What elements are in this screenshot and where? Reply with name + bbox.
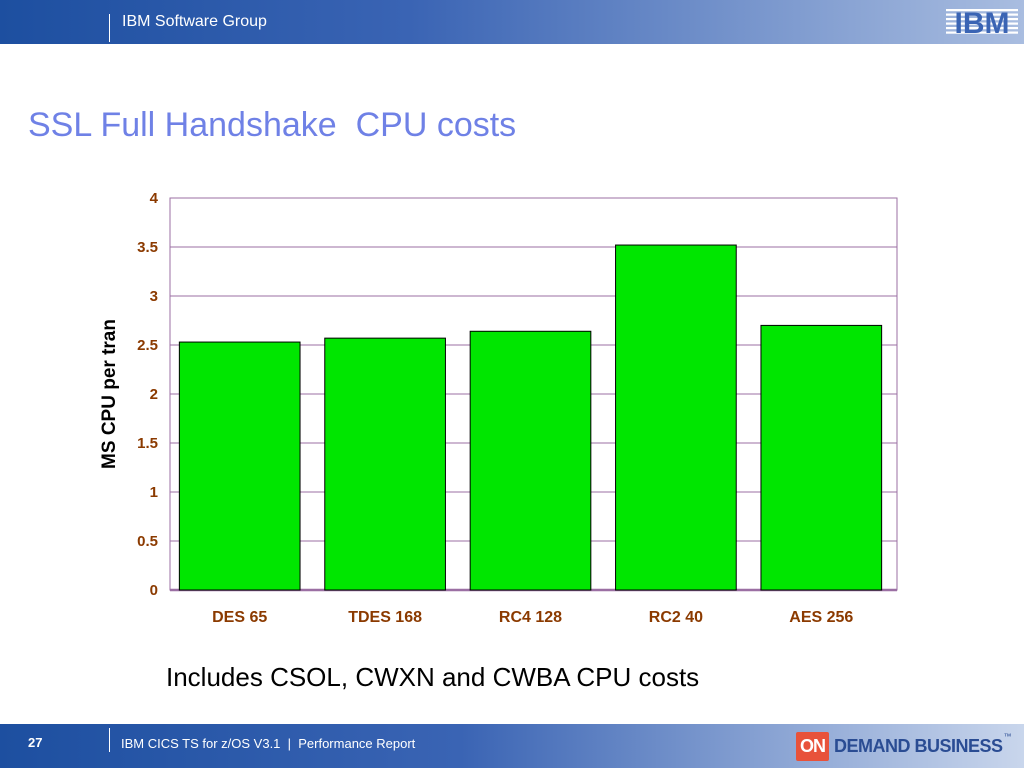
group-name: IBM Software Group bbox=[122, 13, 267, 30]
ibm-logo: IBM bbox=[946, 7, 1018, 40]
on-demand-logo-on: ON bbox=[796, 731, 829, 761]
header-divider bbox=[109, 14, 110, 42]
y-tick-label: 3 bbox=[150, 288, 158, 305]
bar-aes-256 bbox=[760, 324, 883, 591]
bar-rc4-128 bbox=[469, 330, 592, 591]
chart-y-ticks: 0 0.5 1 1.5 2 2.5 3 3.5 4 bbox=[137, 190, 159, 599]
y-tick-label: 2.5 bbox=[137, 337, 158, 354]
page-title: SSL Full Handshake CPU costs bbox=[28, 106, 517, 144]
on-demand-business-logo: ON DEMAND BUSINESS ™ bbox=[796, 730, 1012, 762]
chart-x-labels: DES 65 TDES 168 RC4 128 RC2 40 AES 256 bbox=[212, 609, 853, 626]
y-tick-label: 2 bbox=[150, 386, 158, 403]
footer-divider bbox=[109, 728, 110, 752]
chart-bars bbox=[178, 244, 883, 591]
y-tick-label: 3.5 bbox=[137, 239, 158, 256]
y-tick-label: 0.5 bbox=[137, 533, 158, 550]
footer-bar: 27 IBM CICS TS for z/OS V3.1 | Performan… bbox=[0, 724, 1024, 768]
y-axis-label: MS CPU per tran bbox=[99, 319, 120, 469]
bar-tdes-168 bbox=[324, 337, 446, 591]
header-bar: IBM Software Group IBM bbox=[0, 0, 1024, 44]
bar-rc2-40 bbox=[615, 244, 737, 591]
page-number: 27 bbox=[28, 735, 43, 750]
x-category-label: RC2 40 bbox=[649, 609, 703, 626]
x-category-label: DES 65 bbox=[212, 609, 267, 626]
x-category-label: TDES 168 bbox=[348, 609, 422, 626]
chart-caption: Includes CSOL, CWXN and CWBA CPU costs bbox=[166, 662, 700, 692]
on-demand-logo-text: DEMAND BUSINESS bbox=[834, 735, 1003, 756]
bar-des-65 bbox=[178, 341, 301, 591]
y-tick-label: 1 bbox=[150, 484, 158, 501]
ibm-logo-text: IBM bbox=[955, 7, 1010, 40]
footer-text: IBM CICS TS for z/OS V3.1 | Performance … bbox=[121, 736, 416, 751]
y-tick-label: 0 bbox=[150, 582, 158, 599]
on-demand-logo-tm: ™ bbox=[1003, 732, 1012, 741]
x-category-label: AES 256 bbox=[789, 609, 853, 626]
y-tick-label: 1.5 bbox=[137, 435, 158, 452]
x-category-label: RC4 128 bbox=[499, 609, 562, 626]
y-tick-label: 4 bbox=[150, 190, 159, 207]
